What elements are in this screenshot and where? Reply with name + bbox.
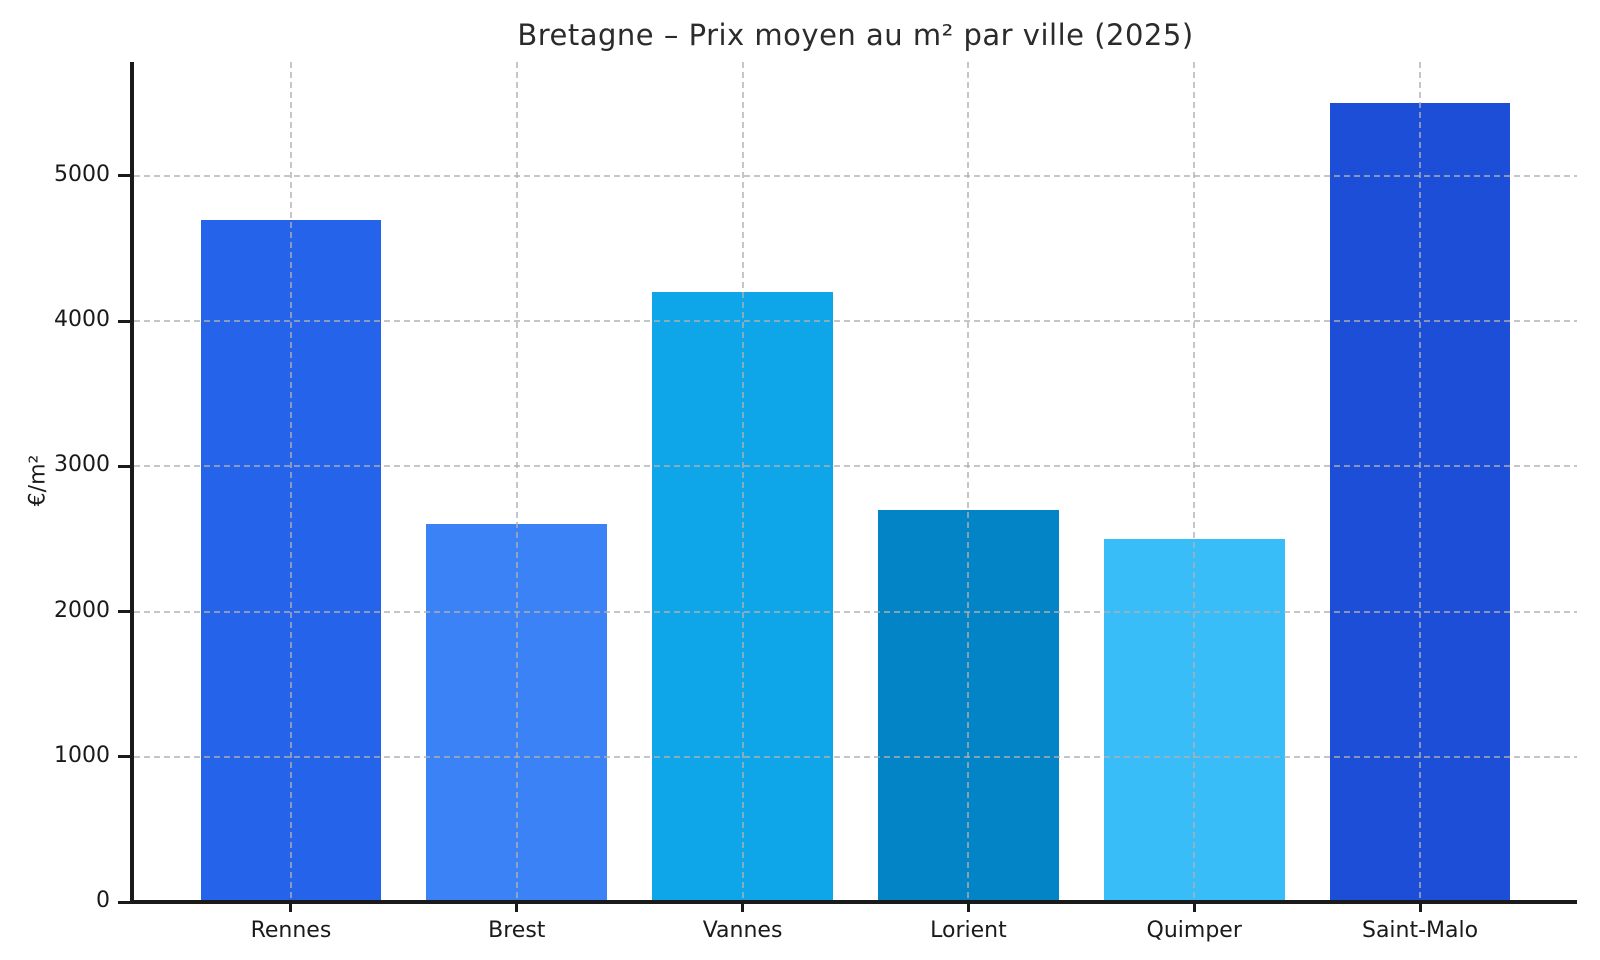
gridline-horizontal [134, 610, 1577, 613]
gridline-vertical [289, 62, 292, 902]
bottom-spine [130, 900, 1577, 904]
y-tick-mark [118, 174, 130, 178]
gridline-horizontal [134, 755, 1577, 758]
gridline-vertical [741, 62, 744, 902]
x-tick-label: Quimper [1146, 918, 1242, 943]
y-tick-mark [118, 610, 130, 614]
y-tick-label: 2000 [54, 597, 110, 623]
x-tick-mark [966, 904, 970, 912]
x-tick-mark [515, 904, 519, 912]
chart-title: Bretagne – Prix moyen au m² par ville (2… [517, 18, 1194, 52]
y-tick-label: 0 [96, 888, 110, 913]
x-tick-label: Saint-Malo [1361, 918, 1479, 943]
gridline-vertical [515, 62, 518, 902]
x-tick-mark [1192, 904, 1196, 912]
gridline-horizontal [134, 174, 1577, 177]
y-tick-label: 5000 [54, 161, 110, 187]
left-spine [130, 62, 134, 904]
y-tick-label: 3000 [54, 452, 110, 478]
gridline-vertical [967, 62, 970, 902]
y-tick-mark [118, 755, 130, 759]
y-tick-mark [118, 319, 130, 323]
gridline-horizontal [134, 320, 1577, 323]
x-tick-label: Vannes [702, 918, 783, 943]
gridline-horizontal [134, 465, 1577, 468]
y-tick-label: 1000 [54, 742, 110, 768]
y-tick-mark [118, 900, 130, 904]
gridline-vertical [1193, 62, 1196, 902]
x-tick-label: Rennes [250, 918, 332, 943]
x-tick-label: Lorient [930, 918, 1007, 943]
x-tick-mark [741, 904, 745, 912]
x-tick-mark [289, 904, 293, 912]
gridline-vertical [1419, 62, 1422, 902]
x-tick-mark [1418, 904, 1422, 912]
y-tick-mark [118, 464, 130, 468]
x-tick-label: Brest [488, 918, 546, 943]
y-tick-label: 4000 [54, 307, 110, 333]
